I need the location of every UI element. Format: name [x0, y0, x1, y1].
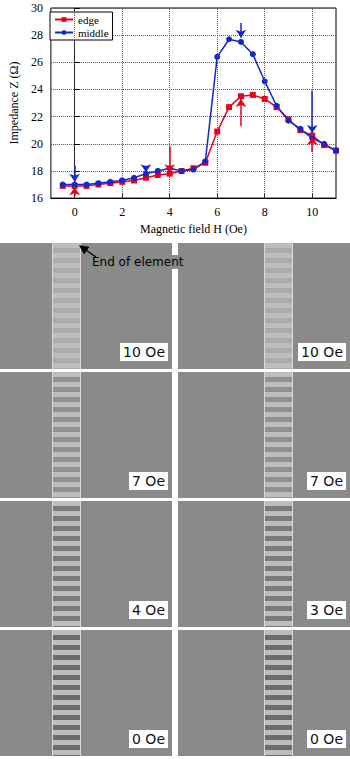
svg-text:20: 20	[31, 137, 43, 151]
svg-text:edge: edge	[78, 14, 99, 26]
html-text:10 Oe: 10 Oe	[301, 344, 343, 360]
html-text:10 Oe: 10 Oe	[123, 344, 165, 360]
svg-text:26: 26	[31, 55, 43, 69]
html-text:0 Oe: 0 Oe	[310, 731, 343, 747]
html-text:7 Oe: 7 Oe	[310, 473, 343, 489]
svg-text:middle: middle	[78, 27, 109, 39]
html-text:3 Oe: 3 Oe	[310, 602, 343, 618]
svg-text:22: 22	[31, 110, 43, 124]
svg-text:Magnetic field H (Oe): Magnetic field H (Oe)	[140, 222, 247, 236]
html-text:7 Oe: 7 Oe	[132, 473, 165, 489]
svg-text:0: 0	[72, 205, 78, 219]
svg-text:4: 4	[167, 205, 173, 219]
svg-text:10: 10	[306, 205, 318, 219]
svg-text:Impedance Z (Ω): Impedance Z (Ω)	[7, 62, 21, 145]
svg-text:6: 6	[214, 205, 220, 219]
svg-text:24: 24	[31, 82, 43, 96]
html-text:End of element: End of element	[92, 255, 184, 269]
svg-text:16: 16	[31, 191, 43, 205]
svg-text:2: 2	[119, 205, 125, 219]
svg-text:8: 8	[262, 205, 268, 219]
html-text:4 Oe: 4 Oe	[132, 602, 165, 618]
svg-text:30: 30	[31, 1, 43, 15]
html-text:0 Oe: 0 Oe	[132, 731, 165, 747]
svg-text:28: 28	[31, 28, 43, 42]
svg-text:18: 18	[31, 164, 43, 178]
